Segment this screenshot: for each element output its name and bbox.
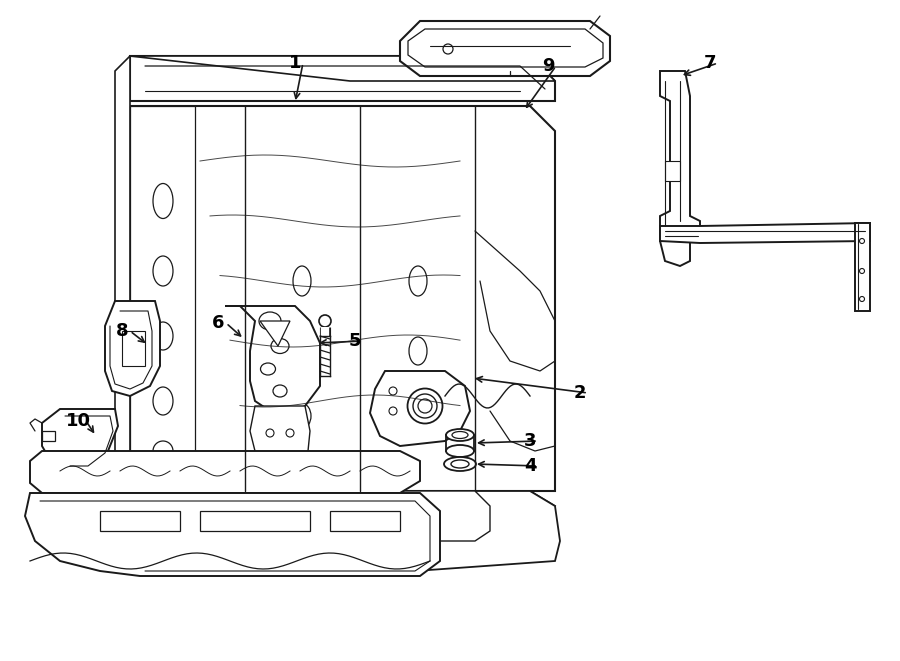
Ellipse shape xyxy=(860,297,865,301)
Polygon shape xyxy=(130,106,195,491)
Polygon shape xyxy=(400,21,610,76)
Polygon shape xyxy=(200,511,310,531)
Ellipse shape xyxy=(319,315,331,327)
Ellipse shape xyxy=(409,266,427,296)
Polygon shape xyxy=(25,493,440,576)
Text: 1: 1 xyxy=(289,54,302,72)
Ellipse shape xyxy=(446,429,474,441)
Polygon shape xyxy=(42,431,55,441)
Polygon shape xyxy=(225,306,320,413)
Polygon shape xyxy=(340,491,490,541)
Polygon shape xyxy=(660,71,700,266)
Ellipse shape xyxy=(860,268,865,274)
Polygon shape xyxy=(408,29,603,67)
Ellipse shape xyxy=(408,389,443,424)
Ellipse shape xyxy=(273,385,287,397)
Ellipse shape xyxy=(293,403,311,428)
Polygon shape xyxy=(660,223,870,243)
Polygon shape xyxy=(130,491,560,571)
Polygon shape xyxy=(105,301,160,396)
Ellipse shape xyxy=(389,407,397,415)
Ellipse shape xyxy=(260,363,275,375)
Ellipse shape xyxy=(389,387,397,395)
Ellipse shape xyxy=(286,429,294,437)
Polygon shape xyxy=(250,406,310,461)
Text: 4: 4 xyxy=(524,457,536,475)
Ellipse shape xyxy=(446,445,474,457)
Polygon shape xyxy=(100,511,180,531)
Text: 5: 5 xyxy=(349,332,361,350)
Ellipse shape xyxy=(443,44,453,54)
Text: 2: 2 xyxy=(574,384,586,402)
Polygon shape xyxy=(665,161,680,181)
Polygon shape xyxy=(42,409,118,469)
Ellipse shape xyxy=(266,429,274,437)
Ellipse shape xyxy=(452,432,468,438)
Ellipse shape xyxy=(153,184,173,219)
Ellipse shape xyxy=(153,387,173,415)
Ellipse shape xyxy=(293,266,311,296)
Ellipse shape xyxy=(409,403,427,428)
Text: 6: 6 xyxy=(212,314,224,332)
Ellipse shape xyxy=(409,337,427,365)
Ellipse shape xyxy=(153,256,173,286)
Ellipse shape xyxy=(444,457,476,471)
Polygon shape xyxy=(115,56,130,491)
Ellipse shape xyxy=(451,460,469,468)
Ellipse shape xyxy=(293,337,311,365)
Polygon shape xyxy=(115,481,555,521)
Text: 9: 9 xyxy=(542,57,554,75)
Text: 8: 8 xyxy=(116,322,129,340)
Polygon shape xyxy=(30,451,420,493)
Polygon shape xyxy=(260,321,290,346)
Ellipse shape xyxy=(413,394,437,418)
Ellipse shape xyxy=(153,441,173,461)
Polygon shape xyxy=(130,56,555,101)
Text: 3: 3 xyxy=(524,432,536,450)
Ellipse shape xyxy=(153,322,173,350)
Text: 7: 7 xyxy=(704,54,716,72)
Polygon shape xyxy=(330,511,400,531)
Ellipse shape xyxy=(259,312,281,330)
Polygon shape xyxy=(130,56,555,81)
Ellipse shape xyxy=(271,338,289,354)
Polygon shape xyxy=(370,371,470,446)
Polygon shape xyxy=(130,106,555,491)
Polygon shape xyxy=(855,223,870,311)
Text: 10: 10 xyxy=(66,412,91,430)
Polygon shape xyxy=(122,331,145,366)
Ellipse shape xyxy=(418,399,432,413)
Ellipse shape xyxy=(860,239,865,243)
